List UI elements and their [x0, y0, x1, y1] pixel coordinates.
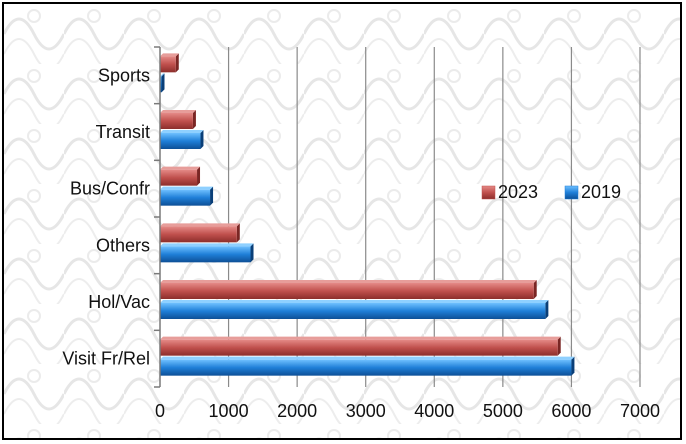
y-tick-label: Others	[96, 235, 150, 255]
bar-side	[210, 186, 214, 206]
bar-side	[197, 166, 201, 186]
y-tick-label: Hol/Vac	[88, 292, 150, 312]
bar-side	[175, 53, 179, 73]
bar-2023	[160, 56, 176, 73]
x-tick-label: 1000	[209, 401, 249, 421]
bar-top	[160, 300, 549, 303]
bar-2023	[160, 113, 193, 129]
y-tick-label: Bus/Confr	[70, 179, 150, 199]
x-tick-label: 7000	[620, 401, 660, 421]
bar-side	[250, 243, 254, 263]
bar-2023	[160, 169, 198, 186]
bar-2019	[160, 246, 251, 263]
bar-2023	[160, 339, 558, 356]
legend-label: 2023	[498, 182, 538, 202]
x-tick-label: 0	[155, 401, 165, 421]
labels: 0 1000 2000 3000 4000 5000 6000 7000 Visit Fr/Re…	[62, 65, 660, 421]
bar-top	[160, 336, 561, 340]
grid-lines	[227, 47, 641, 387]
bar-2019	[160, 189, 211, 206]
legend: 2023 2019	[481, 182, 621, 202]
legend-label: 2019	[581, 182, 621, 202]
chart-frame: 0 1000 2000 3000 4000 5000 6000 7000 Visit Fr/Re…	[2, 2, 682, 440]
bar-top	[160, 356, 575, 360]
bar-top	[160, 186, 214, 190]
bar-2023	[160, 226, 237, 243]
bar-side	[161, 73, 165, 93]
bar-chart: 0 1000 2000 3000 4000 5000 6000 7000 Visit Fr/Re…	[4, 4, 680, 438]
bar-top	[160, 73, 165, 77]
x-tick-label: 6000	[551, 401, 591, 421]
bar-side	[557, 336, 561, 356]
bar-top	[160, 130, 204, 133]
bar-2019	[160, 133, 201, 149]
bars	[160, 53, 575, 376]
y-tick-label: Sports	[98, 65, 150, 85]
legend-swatch-2023	[481, 185, 496, 200]
x-tick-label: 4000	[414, 401, 454, 421]
bar-side	[533, 280, 537, 299]
bar-top	[160, 243, 254, 247]
y-tick-label: Visit Fr/Rel	[62, 349, 150, 369]
bar-top	[160, 280, 537, 283]
x-tick-label: 5000	[483, 401, 523, 421]
bar-side	[192, 110, 196, 129]
bar-2023	[160, 283, 534, 299]
bar-top	[160, 223, 240, 227]
bar-2019	[160, 359, 572, 376]
y-tick-label: Transit	[96, 122, 150, 142]
bar-side	[571, 356, 575, 376]
axes	[154, 46, 161, 388]
bar-top	[160, 53, 179, 57]
bar-side	[200, 130, 204, 149]
bar-side	[545, 300, 549, 319]
x-tick-label: 2000	[277, 401, 317, 421]
bar-side	[236, 223, 240, 243]
bar-top	[160, 110, 196, 113]
legend-swatch-2019	[564, 185, 579, 200]
bar-2019	[160, 303, 546, 319]
bar-top	[160, 166, 201, 170]
x-tick-label: 3000	[346, 401, 386, 421]
